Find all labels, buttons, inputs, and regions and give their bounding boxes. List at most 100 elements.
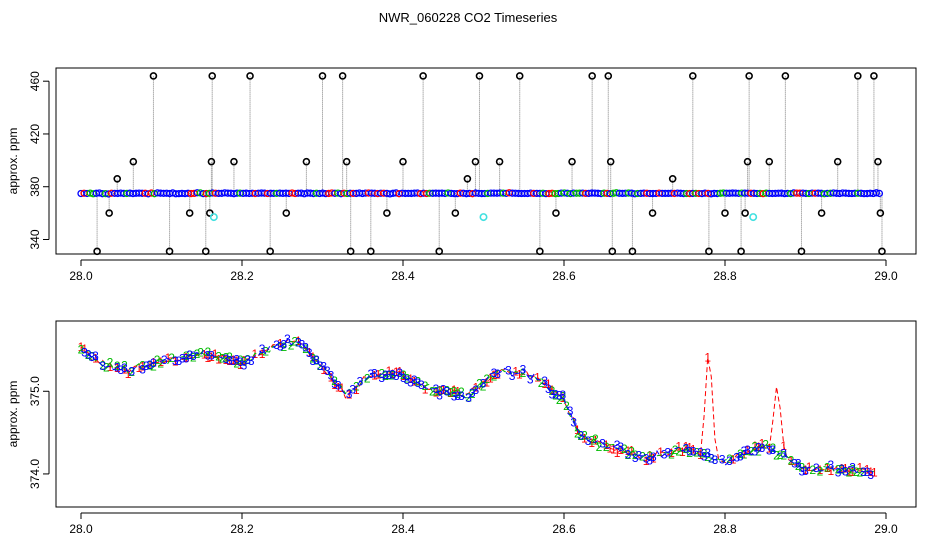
series-marker-1: 1: [331, 378, 338, 392]
series-marker-1: 1: [252, 347, 259, 361]
series-marker-2: 2: [454, 387, 461, 401]
series-marker-3: 3: [306, 346, 313, 360]
series-marker-2: 2: [415, 375, 422, 389]
series-marker-3: 3: [386, 368, 393, 382]
series-marker-2: 2: [552, 389, 559, 403]
series-marker-3: 3: [273, 338, 280, 352]
series-marker-3: 3: [244, 353, 251, 367]
series-marker-2: 2: [770, 441, 777, 455]
x-tick-label: 28.6: [552, 269, 576, 283]
outlier-point: [246, 72, 254, 80]
y-tick-label: 340: [28, 229, 42, 249]
series-marker-2: 2: [146, 359, 153, 373]
series-marker-3: 3: [541, 374, 548, 388]
series-marker-1: 1: [483, 375, 490, 389]
x-tick-label: 28.0: [69, 269, 93, 283]
series-marker-3: 3: [545, 382, 552, 396]
series-marker-3: 3: [726, 454, 733, 468]
series-marker-1: 1: [846, 465, 853, 479]
series-marker-1: 1: [614, 446, 621, 460]
series-marker-3: 3: [204, 349, 211, 363]
series-marker-1: 1: [146, 358, 153, 372]
series-marker-3: 3: [741, 444, 748, 458]
series-marker-1: 1: [407, 372, 414, 386]
series-marker-1: 1: [730, 453, 737, 467]
series-marker-3: 3: [139, 363, 146, 377]
series-marker-3: 3: [389, 367, 396, 381]
series-marker-3: 3: [357, 374, 364, 388]
series-marker-3: 3: [114, 361, 121, 375]
series-marker-2: 2: [538, 376, 545, 390]
series-marker-1: 1: [704, 351, 711, 365]
series-marker-3: 3: [367, 367, 374, 381]
series-marker-3: 3: [469, 386, 476, 400]
series-marker-2: 2: [476, 377, 483, 391]
series-marker-2: 2: [621, 442, 628, 456]
series-marker-1: 1: [541, 377, 548, 391]
series-marker-1: 1: [121, 362, 128, 376]
outlier-point: [230, 157, 238, 166]
series-marker-3: 3: [864, 465, 871, 479]
series-marker-1: 1: [675, 440, 682, 454]
series-marker-1: 1: [447, 386, 454, 400]
series-marker-2: 2: [288, 339, 295, 353]
series-marker-1: 1: [494, 368, 501, 382]
series-marker-2: 2: [386, 368, 393, 382]
series-marker-1: 1: [828, 464, 835, 478]
cyan-point: [479, 213, 488, 222]
outlier-point: [874, 157, 882, 166]
outlier-point: [208, 72, 217, 80]
series-marker-3: 3: [382, 368, 389, 382]
series-marker-2: 2: [708, 451, 715, 465]
series-marker-3: 3: [143, 359, 150, 373]
outlier-point: [588, 72, 596, 80]
series-marker-2: 2: [157, 357, 164, 371]
series-marker-2: 2: [128, 365, 135, 379]
series-marker-1: 1: [451, 383, 458, 397]
baseline-point: [872, 189, 880, 197]
series-marker-1: 1: [690, 443, 697, 457]
series-marker-3: 3: [411, 373, 418, 387]
series-marker-1: 1: [422, 383, 429, 397]
series-marker-3: 3: [480, 377, 487, 391]
outlier-point: [93, 247, 101, 256]
series-marker-3: 3: [799, 465, 806, 479]
series-marker-1: 1: [588, 436, 595, 450]
panel-top-ticks: 28.0 28.2 28.4 28.6 28.8 29.0 340 380 420 460: [28, 71, 898, 283]
series-marker-1: 1: [125, 367, 132, 381]
series-marker-2: 2: [588, 433, 595, 447]
outlier-point: [668, 175, 677, 183]
outlier-point: [129, 157, 138, 166]
series-marker-3: 3: [248, 354, 255, 368]
series-marker-1: 1: [223, 353, 230, 367]
series-marker-2: 2: [559, 389, 566, 403]
series-marker-1: 1: [838, 462, 845, 476]
outlier-point: [688, 72, 697, 80]
series-marker-3: 3: [759, 441, 766, 455]
series-marker-3: 3: [585, 434, 592, 448]
series-marker-1: 1: [183, 351, 190, 365]
series-marker-2: 2: [400, 368, 407, 382]
chart-title: NWR_060228 CO2 Timeseries: [379, 10, 558, 25]
panel-top-ylabel: approx. ppm: [6, 128, 20, 195]
series-marker-3: 3: [320, 359, 327, 373]
outlier-point: [463, 175, 472, 183]
series-marker-1: 1: [204, 351, 211, 365]
series-marker-2: 2: [469, 387, 476, 401]
series-marker-1: 1: [139, 360, 146, 374]
series-marker-2: 2: [603, 440, 610, 454]
series-marker-1: 1: [668, 446, 675, 460]
series-marker-1: 1: [751, 439, 758, 453]
outlier-point: [721, 209, 729, 217]
series-marker-2: 2: [447, 385, 454, 399]
series-marker-2: 2: [237, 353, 244, 367]
series-marker-1: 1: [396, 365, 403, 379]
x-tick-label: 28.2: [230, 522, 254, 536]
series-marker-2: 2: [737, 447, 744, 461]
series-marker-2: 2: [795, 459, 802, 473]
series-marker-2: 2: [317, 359, 324, 373]
series-marker-3: 3: [172, 354, 179, 368]
panel-top-frame: [55, 67, 917, 255]
series-marker-3: 3: [614, 438, 621, 452]
